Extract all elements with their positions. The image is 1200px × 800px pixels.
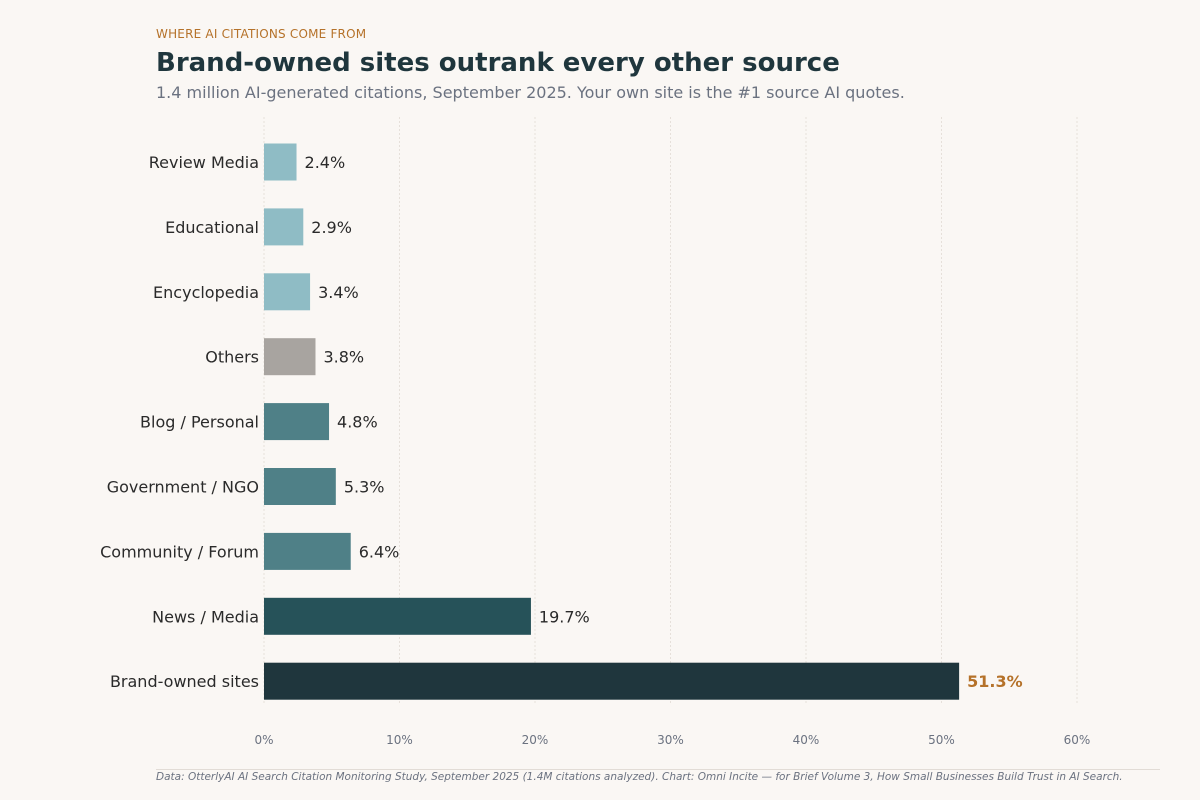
source-footnote: Data: OtterlyAI AI Search Citation Monit… <box>156 771 1123 783</box>
value-label: 5.3% <box>344 478 385 497</box>
value-label: 3.4% <box>318 283 359 302</box>
value-label: 2.9% <box>311 218 352 237</box>
bar <box>264 143 297 181</box>
category-label: Review Media <box>149 153 259 172</box>
category-label: Community / Forum <box>100 542 259 561</box>
category-label: News / Media <box>152 607 259 626</box>
bar <box>264 468 336 505</box>
bar <box>264 532 351 570</box>
x-tick-label: 50% <box>928 733 955 747</box>
category-label: Encyclopedia <box>153 283 259 302</box>
bar <box>264 273 311 311</box>
chart-title: Brand-owned sites outrank every other so… <box>156 48 840 78</box>
category-label: Others <box>205 348 259 367</box>
category-label: Blog / Personal <box>140 413 259 432</box>
chart-subtitle: 1.4 million AI-generated citations, Sept… <box>156 83 905 102</box>
footer-divider <box>156 769 1160 770</box>
category-label: Brand-owned sites <box>110 672 259 691</box>
x-tick-label: 20% <box>522 733 549 747</box>
value-label: 4.8% <box>337 413 378 432</box>
x-tick-label: 10% <box>386 733 413 747</box>
x-tick-label: 0% <box>254 733 273 747</box>
x-tick-label: 30% <box>657 733 684 747</box>
bar <box>264 662 960 700</box>
category-label: Government / NGO <box>107 478 259 497</box>
category-label: Educational <box>165 218 259 237</box>
value-label: 51.3% <box>967 672 1023 691</box>
value-label: 19.7% <box>539 607 590 626</box>
bar <box>264 208 304 246</box>
x-tick-label: 40% <box>793 733 820 747</box>
value-label: 2.4% <box>305 153 346 172</box>
x-tick-label: 60% <box>1064 733 1091 747</box>
value-label: 6.4% <box>359 542 400 561</box>
bar <box>264 403 330 441</box>
value-label: 3.8% <box>323 348 364 367</box>
bar <box>264 597 531 635</box>
bar <box>264 338 316 376</box>
chart-kicker: WHERE AI CITATIONS COME FROM <box>156 27 367 41</box>
